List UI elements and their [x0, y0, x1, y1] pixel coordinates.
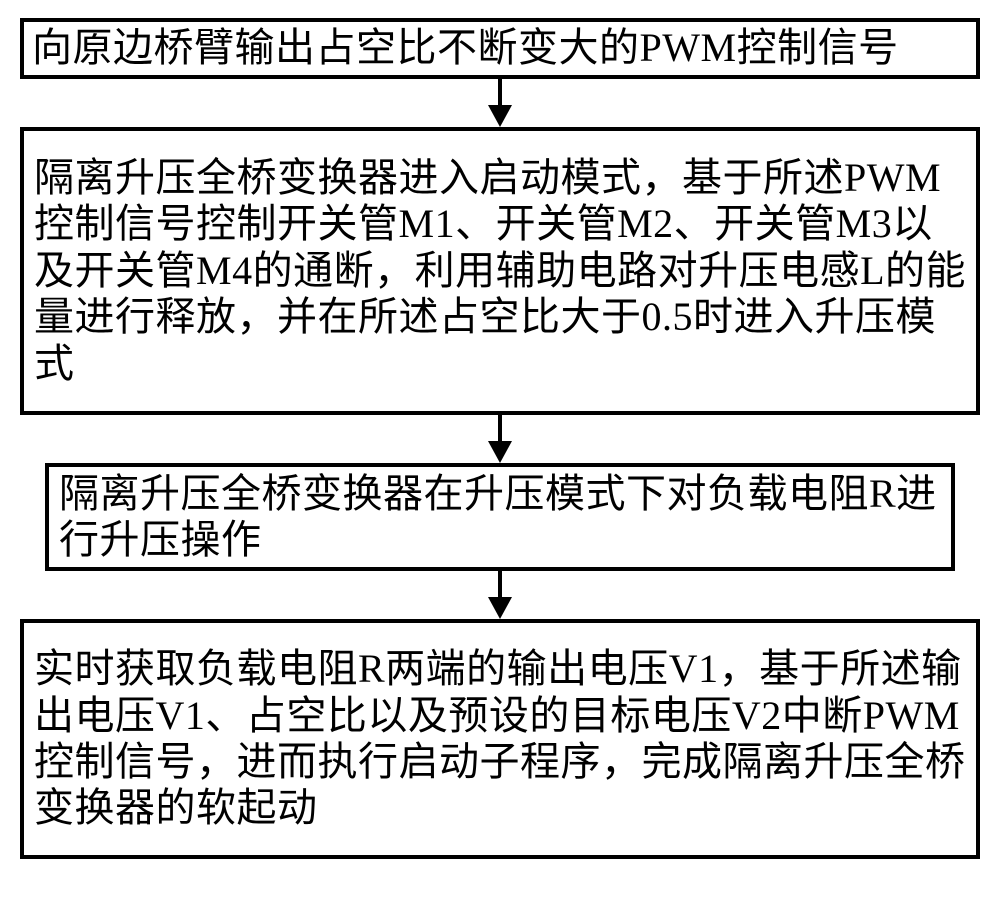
flowchart-arrow — [480, 571, 520, 619]
flowchart-node: 隔离升压全桥变换器在升压模式下对负载电阻R进行升压操作 — [45, 463, 955, 571]
flowchart-node: 实时获取负载电阻R两端的输出电压V1，基于所述输出电压V1、占空比以及预设的目标… — [20, 619, 980, 859]
flowchart-arrow — [480, 415, 520, 463]
flowchart-node: 向原边桥臂输出占空比不断变大的PWM控制信号 — [20, 18, 980, 79]
flowchart-node-text: 隔离升压全桥变换器在升压模式下对负载电阻R进行升压操作 — [59, 471, 941, 564]
flowchart-node-text: 隔离升压全桥变换器进入启动模式，基于所述PWM控制信号控制开关管M1、开关管M2… — [34, 155, 966, 387]
flowchart-node-text: 向原边桥臂输出占空比不断变大的PWM控制信号 — [32, 25, 968, 71]
flowchart-node-text: 实时获取负载电阻R两端的输出电压V1，基于所述输出电压V1、占空比以及预设的目标… — [34, 646, 966, 832]
flowchart-canvas: 向原边桥臂输出占空比不断变大的PWM控制信号 隔离升压全桥变换器进入启动模式，基… — [0, 0, 1000, 908]
flowchart-arrow — [480, 79, 520, 127]
flowchart-node: 隔离升压全桥变换器进入启动模式，基于所述PWM控制信号控制开关管M1、开关管M2… — [20, 127, 980, 415]
